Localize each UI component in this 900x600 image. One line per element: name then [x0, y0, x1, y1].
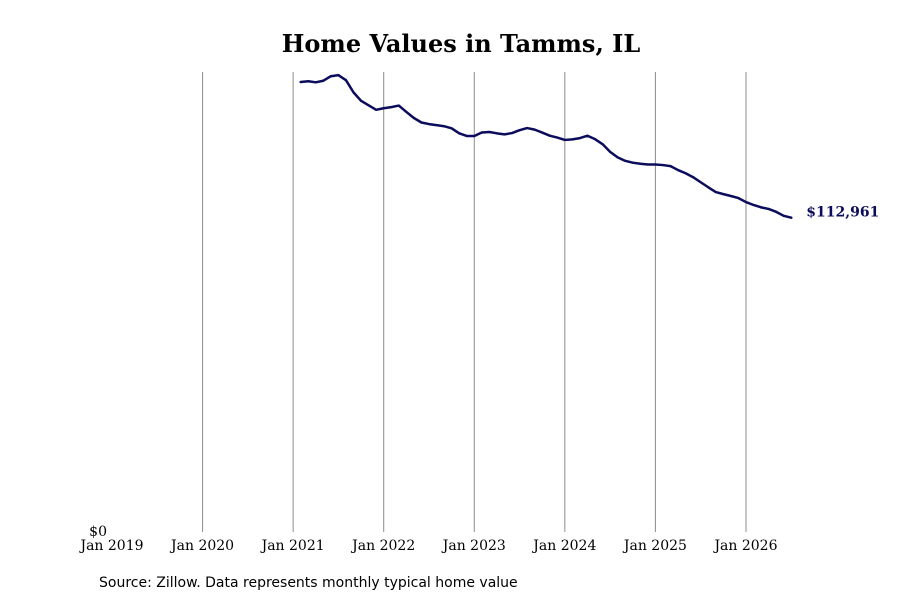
x-axis-tick-labels: Jan 2019 Jan 2020 Jan 2021 Jan 2022 Jan 2023…: [78, 538, 777, 554]
data-point-2025-03: [669, 165, 672, 168]
data-point-2024-10: [631, 161, 634, 164]
x-tick-label: Jan 2022: [350, 538, 415, 554]
vertical-gridlines: [202, 72, 747, 532]
source-note: Source: Zillow. Data represents monthly …: [99, 575, 518, 591]
data-point-2022-09: [442, 125, 446, 128]
data-point-2025-12: [737, 197, 740, 200]
x-tick-label: Jan 2023: [441, 538, 506, 554]
data-point-2023-12: [556, 136, 559, 139]
data-point-2023-01: [473, 134, 476, 138]
data-point-2024-07: [609, 150, 612, 153]
series-line-home-value: [299, 73, 793, 219]
data-point-2021-04: [314, 81, 317, 84]
data-point-2026-05: [775, 210, 778, 213]
data-point-2022-12: [465, 134, 468, 138]
data-point-2022-06: [420, 121, 423, 124]
data-point-2021-03: [307, 80, 310, 83]
data-point-2021-06: [329, 75, 332, 78]
data-point-2025-10: [722, 193, 725, 196]
data-point-2023-09: [533, 128, 536, 131]
y-tick-label: $0: [89, 524, 107, 540]
data-point-2023-11: [548, 134, 551, 137]
data-point-2021-02: [299, 80, 302, 84]
data-point-2022-08: [435, 124, 438, 127]
data-point-2024-01: [563, 138, 566, 142]
x-tick-label: Jan 2020: [169, 538, 234, 554]
data-point-2023-10: [541, 131, 544, 134]
data-point-2024-04: [586, 134, 589, 137]
data-point-2022-07: [427, 122, 431, 126]
x-tick-label: Jan 2019: [78, 538, 143, 554]
data-point-2021-09: [352, 91, 355, 94]
data-point-2022-04: [405, 110, 408, 114]
data-point-2025-04: [676, 168, 680, 172]
data-point-2024-12: [646, 163, 649, 166]
data-point-2025-07: [699, 181, 702, 184]
data-point-2021-07: [337, 74, 340, 77]
data-point-2024-02: [571, 138, 574, 141]
data-point-2023-08: [526, 126, 529, 130]
data-point-2026-07: [790, 216, 793, 219]
data-point-2026-01: [744, 200, 748, 204]
data-point-2023-03: [488, 130, 491, 134]
data-point-2022-03: [397, 104, 400, 107]
data-point-2023-06: [510, 131, 514, 135]
data-point-2024-05: [593, 138, 597, 141]
data-point-2024-06: [601, 143, 604, 146]
data-point-2022-11: [458, 132, 461, 135]
data-point-2025-05: [684, 172, 687, 175]
data-point-2025-06: [692, 176, 695, 179]
data-point-2023-04: [495, 132, 499, 135]
data-point-2025-09: [714, 190, 717, 194]
data-point-2021-11: [367, 104, 370, 107]
x-tick-label: Jan 2025: [622, 538, 687, 554]
data-point-2022-10: [450, 127, 453, 130]
data-point-2021-05: [322, 79, 325, 82]
data-point-2021-10: [359, 99, 363, 102]
x-tick-label: Jan 2024: [531, 538, 596, 554]
data-point-2025-11: [729, 194, 732, 198]
data-point-2025-02: [661, 163, 665, 167]
data-point-2022-05: [412, 116, 415, 120]
data-point-2023-07: [518, 129, 521, 132]
x-tick-label: Jan 2026: [712, 538, 777, 554]
data-point-2021-12: [375, 108, 378, 111]
x-tick-label: Jan 2021: [260, 538, 325, 554]
end-value-label: $112,961: [806, 205, 879, 221]
data-point-2026-04: [767, 207, 770, 211]
data-point-2023-02: [480, 131, 483, 134]
data-point-2024-09: [624, 159, 627, 162]
data-point-2025-01: [654, 163, 657, 166]
data-point-2024-11: [639, 162, 642, 165]
data-point-2024-03: [578, 136, 582, 140]
data-point-2022-01: [382, 107, 385, 110]
data-point-2026-06: [782, 214, 785, 217]
data-point-2024-08: [616, 156, 619, 159]
data-point-2023-05: [503, 133, 506, 136]
data-point-2026-03: [759, 206, 763, 209]
chart-title: Home Values in Tamms, IL: [282, 29, 641, 58]
data-point-2025-08: [707, 186, 710, 189]
y-axis-tick-labels: $0: [89, 524, 107, 540]
series-group: $112,961: [299, 73, 879, 221]
data-point-2022-02: [390, 106, 393, 109]
data-point-2026-02: [752, 203, 755, 207]
data-point-2021-08: [344, 79, 348, 82]
